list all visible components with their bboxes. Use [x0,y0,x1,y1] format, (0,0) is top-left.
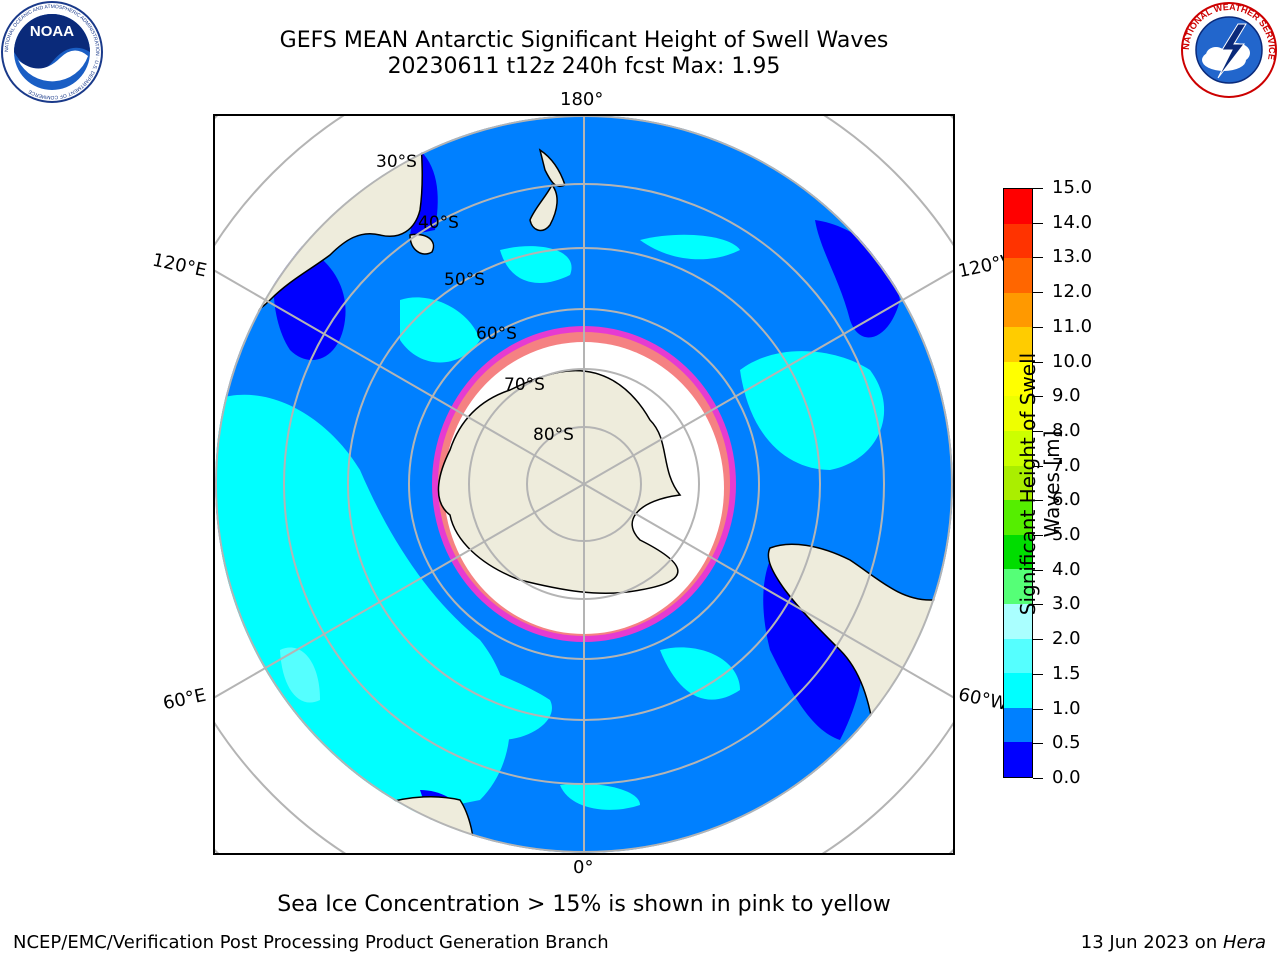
lat-label-70s: 70°S [504,375,545,395]
lon-label-0: 0° [573,857,594,878]
swell-patch-4 [640,234,740,260]
map-frame [213,114,955,855]
colorbar-tick [1033,743,1043,745]
colorbar-tick [1033,778,1043,779]
swell-region-south [420,640,552,740]
colorbar-tick-label: 2.0 [1052,628,1081,650]
colorbar-segment [1004,569,1032,605]
colorbar-tick-label: 11.0 [1052,315,1093,337]
colorbar-tick-label: 8.0 [1052,419,1081,441]
colorbar-tick [1033,396,1043,398]
colorbar [1003,188,1033,778]
swell-patch-6 [560,783,640,810]
colorbar-tick [1033,430,1043,432]
colorbar-tick [1033,604,1043,606]
low-swell-patch-3 [815,220,900,338]
colorbar-segment [1004,673,1032,708]
chart-subtitle: 20230611 t12z 240h fcst Max: 1.95 [387,54,781,79]
footer-date-text: 13 Jun 2023 on [1080,932,1223,953]
nws-logo: NATIONAL WEATHER SERVICE [1181,2,1277,98]
colorbar-tick [1033,535,1043,537]
colorbar-segment [1004,707,1032,743]
colorbar-tick-label: 6.0 [1052,489,1081,511]
colorbar-tick-label: 14.0 [1052,211,1093,233]
antarctica-landmass [437,370,682,594]
colorbar-tick-label: 7.0 [1052,454,1081,476]
colorbar-segment [1004,742,1032,777]
colorbar-tick [1033,465,1043,467]
colorbar-tick-label: 1.0 [1052,697,1081,719]
colorbar-tick [1033,673,1043,675]
colorbar-tick-label: 3.0 [1052,593,1081,615]
colorbar-title: Significant Height of Swell Waves [m] [1016,334,1064,634]
colorbar-tick [1033,500,1043,502]
colorbar-tick-label: 15.0 [1052,177,1093,198]
meridian-lines [214,115,954,854]
colorbar-tick [1033,708,1043,710]
colorbar-tick [1033,639,1043,641]
colorbar-tick [1033,257,1043,259]
colorbar-segment [1004,465,1032,501]
colorbar-segment [1004,327,1032,362]
swell-patch-2 [500,246,572,283]
lat-label-60s: 60°S [476,324,517,344]
colorbar-tick [1033,292,1043,294]
footer-credit: NCEP/EMC/Verification Post Processing Pr… [13,932,609,953]
colorbar-tick-label: 5.0 [1052,524,1081,546]
footer-date: 13 Jun 2023 on Hera [1081,933,1266,953]
colorbar-segment [1004,604,1032,639]
colorbar-tick-label: 0.5 [1052,732,1081,754]
colorbar-segment [1004,258,1032,293]
lat-label-80s: 80°S [533,425,574,445]
colorbar-tick [1033,326,1043,328]
noaa-logo: NOAA NATIONAL OCEANIC AND ATMOSPHERIC AD… [1,1,103,103]
colorbar-tick-label: 0.0 [1052,767,1081,788]
colorbar-tick-label: 13.0 [1052,246,1093,268]
lat-label-40s: 40°S [418,213,459,233]
colorbar-segment [1004,361,1032,397]
colorbar-tick-label: 9.0 [1052,385,1081,407]
tasmania-landmass [409,233,435,255]
lon-label-180: 180° [560,89,604,110]
colorbar-segment [1004,500,1032,535]
lat-label-50s: 50°S [444,270,485,290]
new-zealand-south-island [529,183,558,232]
colorbar-tick [1033,361,1043,363]
swell-patch-3 [740,351,885,470]
colorbar-segment [1004,188,1032,224]
colorbar-tick [1033,188,1043,189]
colorbar-tick-label: 10.0 [1052,350,1093,372]
colorbar-segment [1004,638,1032,674]
colorbar-title-line1: Significant Height of Swell [1016,352,1040,616]
colorbar-title-line2: Waves [m] [1040,430,1064,538]
colorbar-segment [1004,223,1032,259]
colorbar-tick [1033,569,1043,571]
footer-host: Hera [1222,932,1266,953]
chart-title: GEFS MEAN Antarctic Significant Height o… [279,28,889,53]
colorbar-segment [1004,396,1032,432]
colorbar-tick-label: 12.0 [1052,281,1093,303]
colorbar-segment [1004,292,1032,328]
colorbar-tick-label: 4.0 [1052,558,1081,580]
colorbar-tick [1033,222,1043,224]
swell-patch-5 [660,647,740,700]
colorbar-segment [1004,431,1032,466]
colorbar-segment [1004,534,1032,570]
sea-ice-note: Sea Ice Concentration > 15% is shown in … [277,892,891,917]
lat-label-30s: 30°S [376,152,417,172]
noaa-logo-text: NOAA [30,23,74,40]
colorbar-tick-label: 1.5 [1052,662,1081,684]
swell-patch-7 [280,647,320,703]
